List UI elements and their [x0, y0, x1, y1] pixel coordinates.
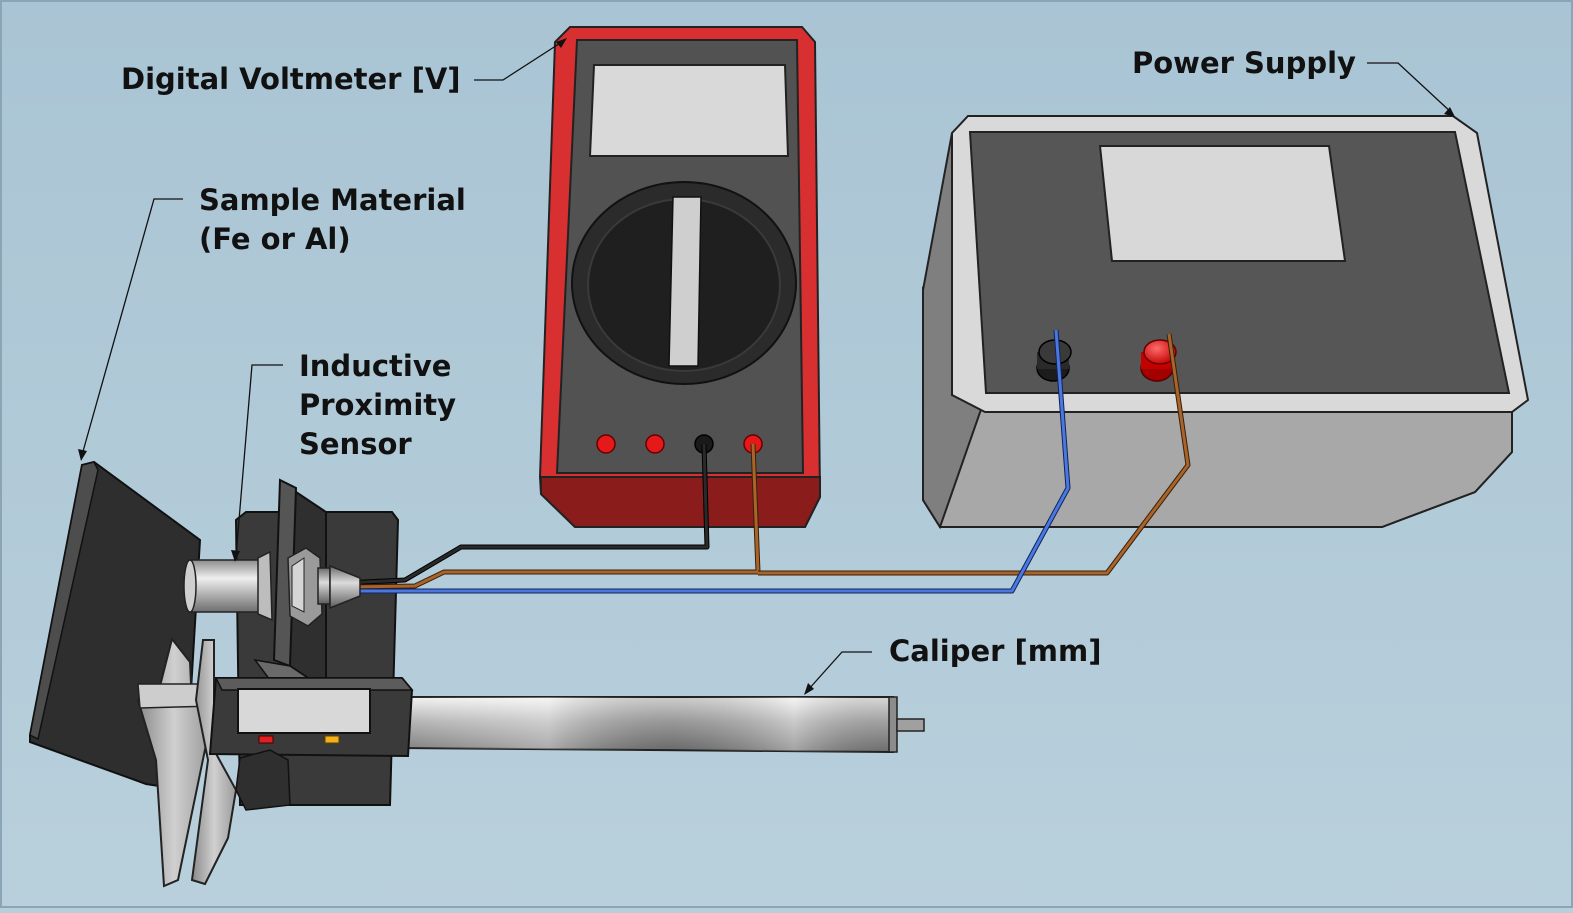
voltmeter-rotary-dial — [571, 181, 797, 385]
inductive-proximity-sensor — [183, 547, 361, 627]
voltmeter-jack-2 — [645, 434, 665, 454]
caliper-display — [237, 688, 371, 734]
wires — [344, 329, 1191, 594]
caliper-button-yellow — [324, 735, 340, 744]
label-sensor-line-1: Inductive — [299, 349, 452, 383]
label-caliper: Caliper [mm] — [889, 634, 1102, 668]
label-sample-material: Sample Material (Fe or Al) — [199, 181, 466, 259]
label-sensor-line-2: Proximity — [299, 388, 457, 422]
digital-caliper — [136, 636, 925, 888]
label-sensor-line-3: Sensor — [299, 427, 412, 461]
label-sample-line-1: Sample Material — [199, 183, 466, 217]
voltmeter-jack-1 — [596, 434, 616, 454]
leader-lines — [78, 38, 1455, 695]
power-supply — [922, 115, 1530, 530]
label-sample-line-2: (Fe or Al) — [199, 222, 351, 256]
power-supply-display — [1098, 145, 1347, 262]
power-supply-terminal-black — [1036, 339, 1072, 382]
label-digital-voltmeter: Digital Voltmeter [V] — [121, 62, 461, 96]
caliper-button-red — [258, 735, 274, 744]
label-inductive-proximity-sensor: Inductive Proximity Sensor — [299, 347, 456, 464]
digital-voltmeter — [538, 26, 822, 528]
voltmeter-display — [588, 64, 790, 157]
power-supply-terminal-red — [1140, 339, 1177, 382]
label-power-supply: Power Supply — [1132, 46, 1356, 80]
